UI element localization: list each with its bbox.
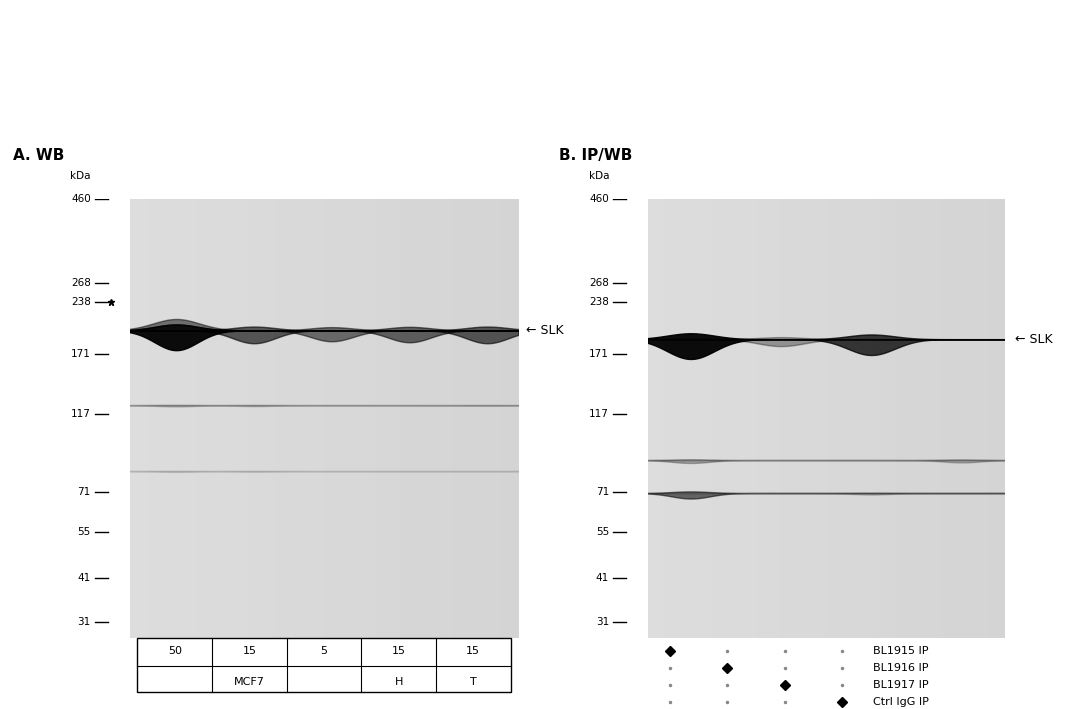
Text: 238: 238 — [590, 297, 609, 307]
Text: 50: 50 — [167, 647, 181, 657]
Text: kDa: kDa — [70, 171, 91, 181]
Text: 268: 268 — [590, 279, 609, 289]
Text: 171: 171 — [71, 349, 91, 359]
Text: 31: 31 — [596, 617, 609, 627]
Text: 5: 5 — [321, 647, 327, 657]
Text: MCF7: MCF7 — [234, 676, 265, 686]
Text: 460: 460 — [590, 194, 609, 203]
Text: T: T — [470, 676, 476, 686]
Text: 15: 15 — [242, 647, 256, 657]
Text: 15: 15 — [392, 647, 406, 657]
Text: 268: 268 — [71, 279, 91, 289]
Text: H: H — [394, 676, 403, 686]
Text: 55: 55 — [596, 527, 609, 537]
Text: 71: 71 — [78, 487, 91, 497]
Text: kDa: kDa — [589, 171, 609, 181]
Text: Ctrl IgG IP: Ctrl IgG IP — [873, 697, 929, 707]
Text: 55: 55 — [78, 527, 91, 537]
Text: 15: 15 — [467, 647, 481, 657]
Text: 41: 41 — [596, 573, 609, 584]
Text: ← SLK: ← SLK — [1015, 333, 1053, 346]
Text: ← SLK: ← SLK — [526, 324, 564, 337]
Text: 71: 71 — [596, 487, 609, 497]
Text: BL1915 IP: BL1915 IP — [873, 646, 928, 656]
Text: 460: 460 — [71, 194, 91, 203]
Text: 117: 117 — [590, 408, 609, 418]
Text: B. IP/WB: B. IP/WB — [559, 148, 632, 163]
Text: 41: 41 — [78, 573, 91, 584]
Text: A. WB: A. WB — [13, 148, 65, 163]
Text: 31: 31 — [78, 617, 91, 627]
Text: 117: 117 — [71, 408, 91, 418]
Text: 238: 238 — [71, 297, 91, 307]
Text: BL1916 IP: BL1916 IP — [873, 663, 928, 673]
Text: BL1917 IP: BL1917 IP — [873, 680, 929, 690]
Text: 171: 171 — [590, 349, 609, 359]
